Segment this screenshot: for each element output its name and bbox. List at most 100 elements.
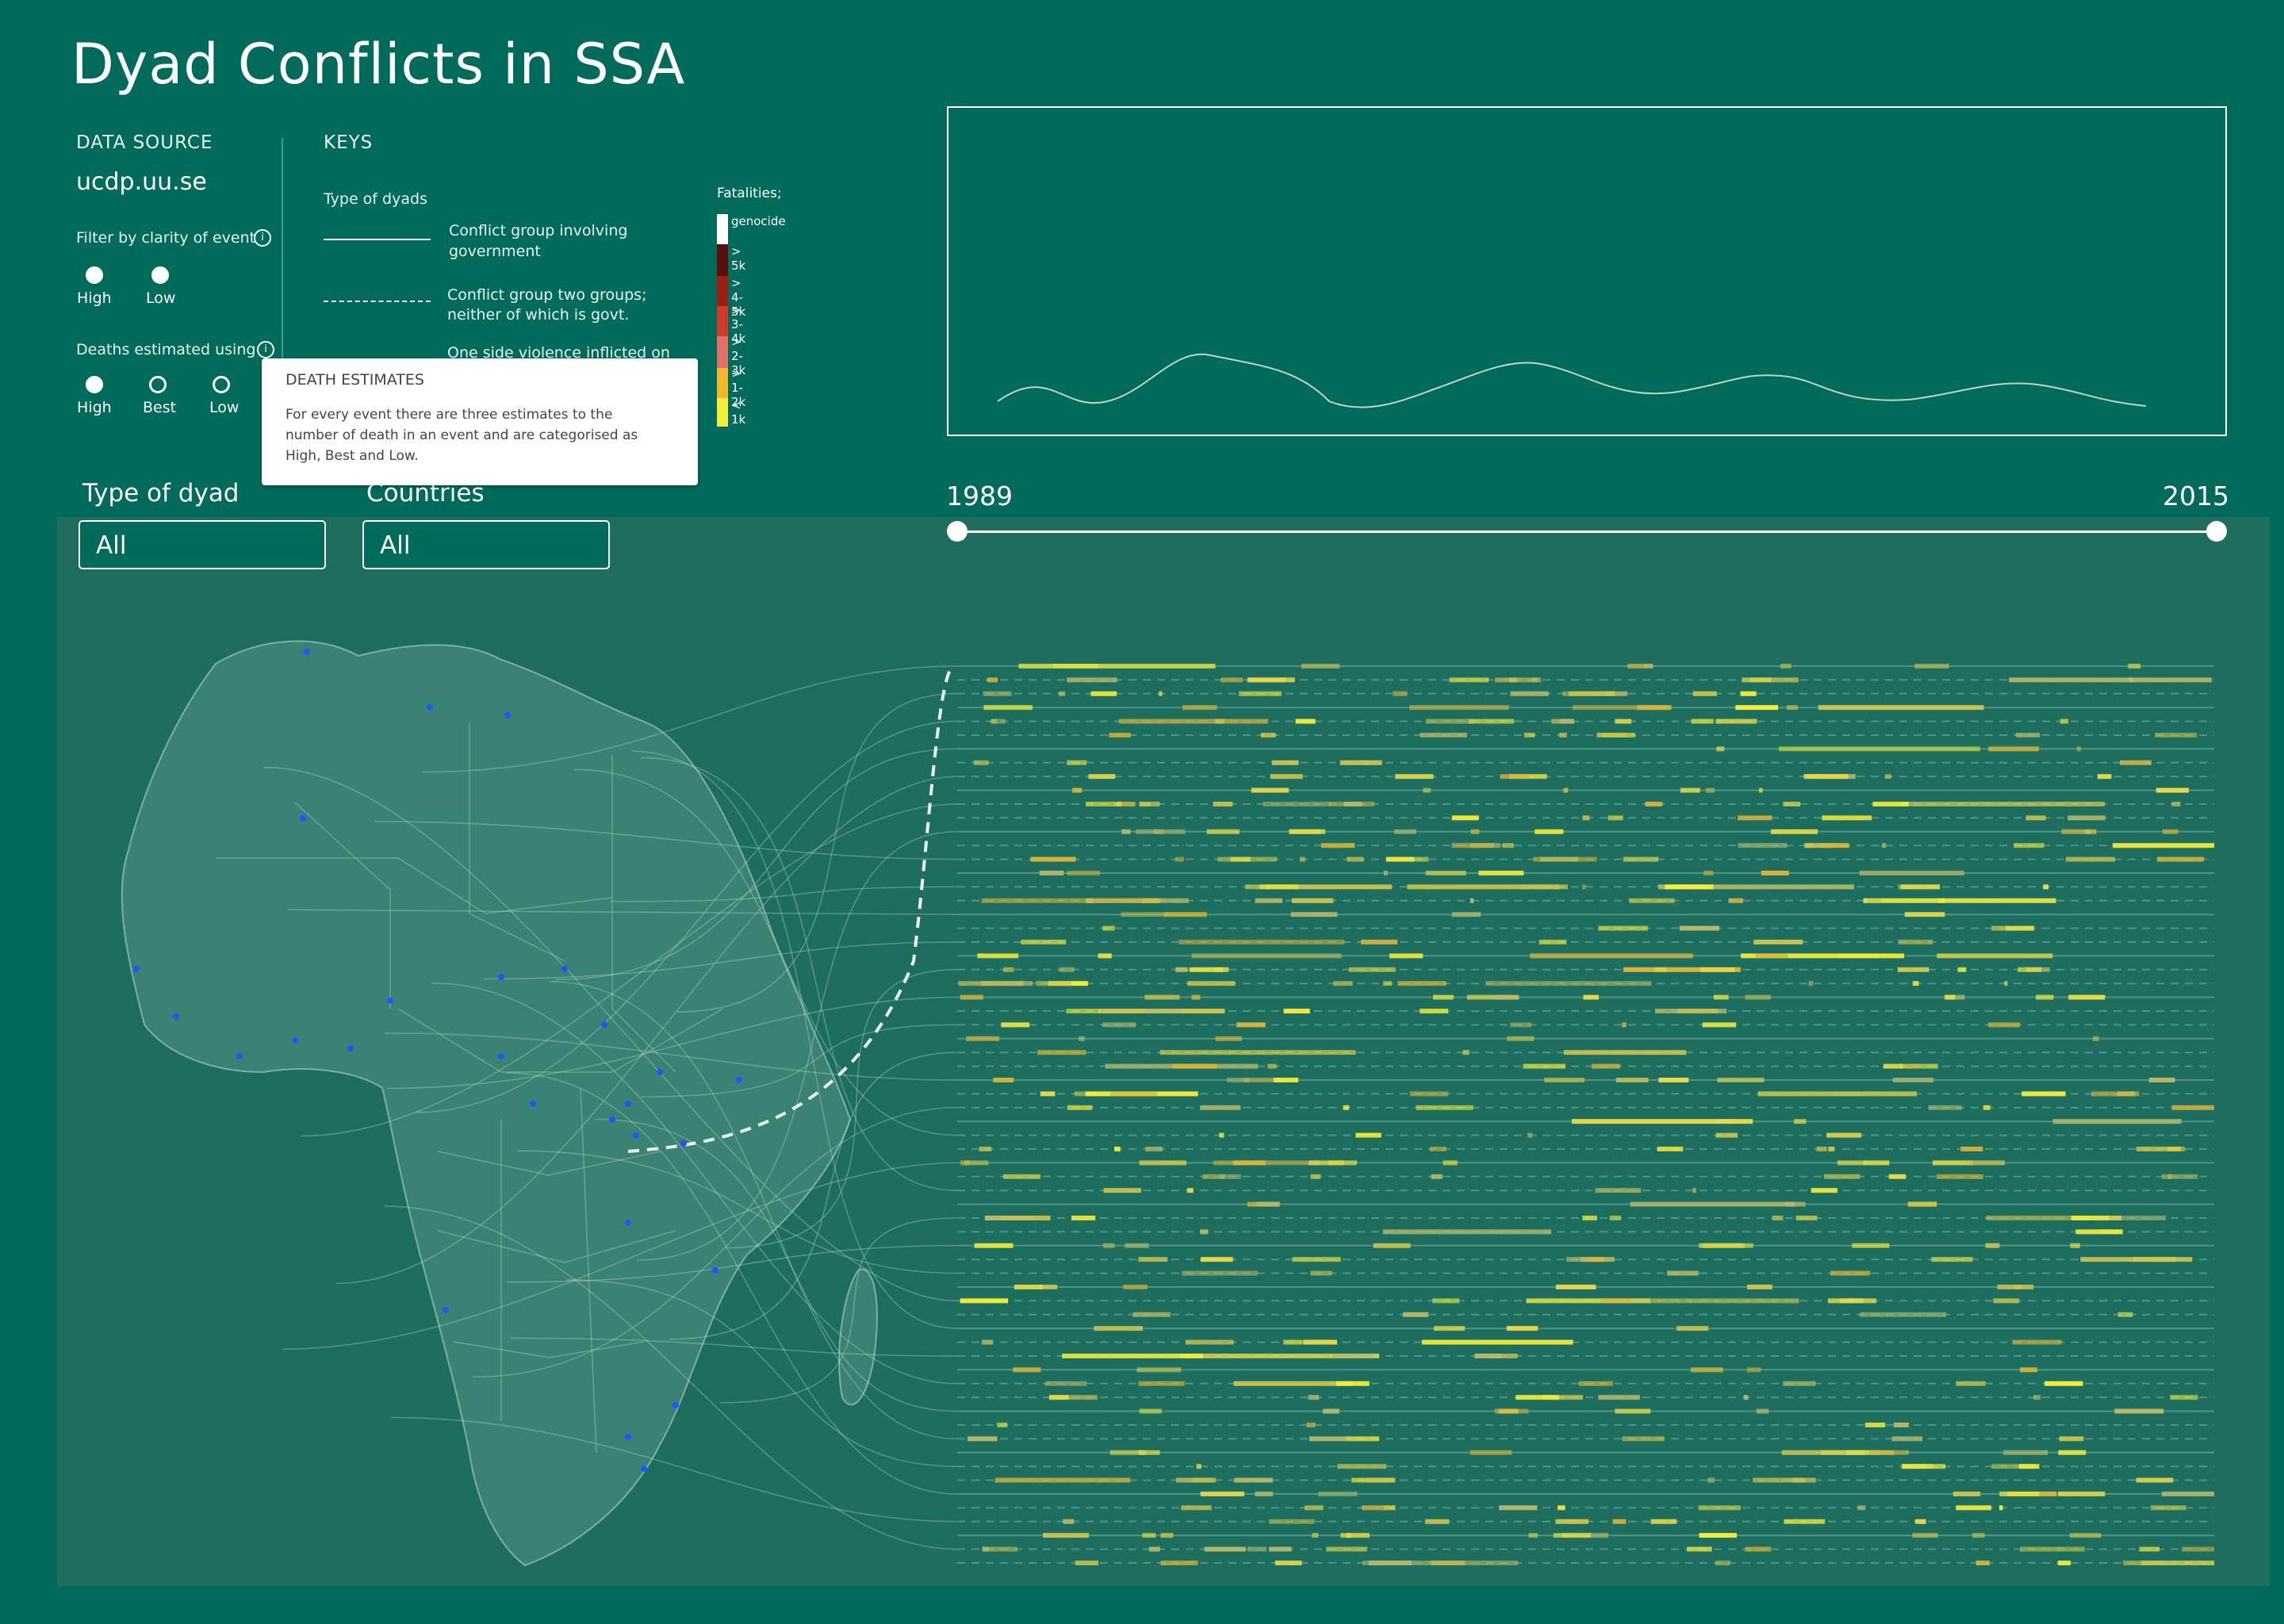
conflict-event-bar [1206, 829, 1240, 834]
conflict-event-bar [2161, 1492, 2214, 1496]
conflict-event-bar [1494, 1408, 1529, 1414]
conflict-event-bar [1627, 664, 1647, 668]
conflict-event-bar [1340, 1533, 1352, 1538]
conflict-event-bar [1109, 1450, 1146, 1455]
conflict-event-bar [1040, 1091, 1056, 1097]
conflict-event-bar [1717, 1078, 1765, 1082]
conflict-event-bar [1747, 1285, 1772, 1289]
conflict-event-bar [1067, 871, 1100, 875]
conflict-event-bar [1292, 1257, 1341, 1262]
conflict-event-bar [1213, 802, 1233, 806]
conflict-event-bar [1036, 981, 1071, 986]
conflict-event-bar [1888, 1174, 1907, 1179]
conflict-event-bar [1347, 856, 1364, 862]
conflict-event-bar [1700, 967, 1735, 972]
conflict-event-bar [983, 981, 1033, 986]
conflict-event-bar [1795, 1216, 1818, 1220]
flow-line [725, 969, 958, 1249]
start-year: 1989 [946, 481, 1013, 511]
conflict-event-bar [1071, 1216, 1096, 1220]
conflict-event-bar [1425, 871, 1466, 875]
conflict-event-bar [1048, 1395, 1069, 1400]
conflict-event-bar [1407, 884, 1559, 890]
deaths-high-radio[interactable] [86, 376, 103, 393]
conflict-event-bar [1864, 1423, 1886, 1427]
conflict-event-bar [1063, 1519, 1075, 1524]
flow-line [415, 720, 958, 1113]
conflict-event-bar [1526, 1298, 1650, 1304]
conflict-event-bar [1595, 1188, 1642, 1193]
info-icon[interactable]: i [254, 229, 271, 247]
event-dot [304, 649, 310, 655]
info-icon[interactable]: i [257, 341, 274, 358]
conflict-event-bar [2140, 1561, 2214, 1565]
conflict-event-bar [1542, 1395, 1584, 1400]
conflict-event-bar [1261, 733, 1276, 737]
flow-line [385, 1032, 958, 1081]
conflict-event-bar [1818, 705, 1984, 710]
conflict-event-bar [1043, 1533, 1090, 1538]
conflict-event-bar [1770, 829, 1818, 834]
conflict-event-bar [1667, 1270, 1699, 1276]
country-border [580, 1087, 597, 1454]
conflict-event-bar [1816, 1147, 1827, 1151]
clarity-low-radio[interactable] [151, 266, 169, 284]
africa-map [121, 640, 852, 1567]
conflict-event-bar [1650, 1519, 1677, 1524]
conflict-event-bar [1110, 1091, 1158, 1097]
conflict-event-bar [1820, 843, 1849, 848]
conflict-event-bar [1001, 1022, 1030, 1028]
conflict-event-bar [1003, 967, 1014, 972]
conflict-event-bar [1901, 1464, 1946, 1469]
conflict-event-bar [1301, 664, 1340, 668]
conflict-event-bar [1304, 1505, 1324, 1511]
conflict-event-bar [1191, 994, 1201, 1000]
conflict-event-bar [1931, 1257, 1973, 1262]
conflict-event-bar [1139, 1160, 1186, 1166]
deaths-low-radio[interactable] [213, 376, 230, 393]
conflict-event-bar [1786, 705, 1798, 710]
conflict-event-bar [1263, 802, 1331, 806]
flow-line [422, 665, 958, 773]
key-govt-text: Conflict group involving [449, 222, 628, 239]
timeline-end-handle[interactable] [2206, 521, 2227, 542]
timeline-start-handle[interactable] [947, 521, 968, 542]
legend-swatch-1k [717, 398, 728, 427]
conflict-event-bar [1713, 994, 1729, 1000]
conflict-event-bar [1182, 705, 1217, 710]
conflict-event-bar [2117, 1312, 2133, 1317]
conflict-event-bar [1863, 1160, 1890, 1166]
conflict-event-bar [1953, 1492, 1981, 1496]
deaths-best-radio[interactable] [149, 376, 167, 393]
clarity-high-radio[interactable] [86, 266, 103, 284]
conflict-event-bar [1348, 967, 1396, 972]
conflict-event-bar [1145, 1147, 1163, 1151]
conflict-event-bar [1985, 1243, 2000, 1248]
data-source-link[interactable]: ucdp.uu.se [76, 168, 207, 196]
conflict-event-bar [981, 1339, 993, 1345]
flow-line [384, 1205, 958, 1550]
conflict-event-bar [1361, 940, 1398, 944]
keys-label: KEYS [324, 132, 374, 153]
conflict-event-bar [1904, 912, 1945, 917]
conflict-event-bar [1132, 1312, 1171, 1317]
event-dot [680, 1140, 687, 1147]
country-border [469, 723, 565, 962]
countries-select[interactable]: All [362, 520, 610, 569]
legend-swatch-2-3k [717, 336, 728, 368]
conflict-event-bar [1145, 1009, 1182, 1013]
conflict-event-bar [1409, 705, 1509, 710]
conflict-event-bar [1837, 1160, 1865, 1166]
conflict-event-bar [1295, 718, 1316, 724]
conflict-event-bar [1830, 1270, 1871, 1276]
dyad-type-select[interactable]: All [79, 520, 326, 569]
conflict-event-bar [1079, 1036, 1085, 1041]
conflict-event-bar [1872, 802, 1909, 806]
flow-line [549, 981, 958, 1440]
flow-line [287, 909, 958, 915]
conflict-event-bar [1423, 787, 1431, 793]
conflict-event-bar [1755, 953, 1788, 959]
conflict-event-bar [1062, 1354, 1203, 1358]
conflict-event-bar [1491, 1354, 1518, 1358]
conflict-event-bar [1175, 1477, 1217, 1483]
